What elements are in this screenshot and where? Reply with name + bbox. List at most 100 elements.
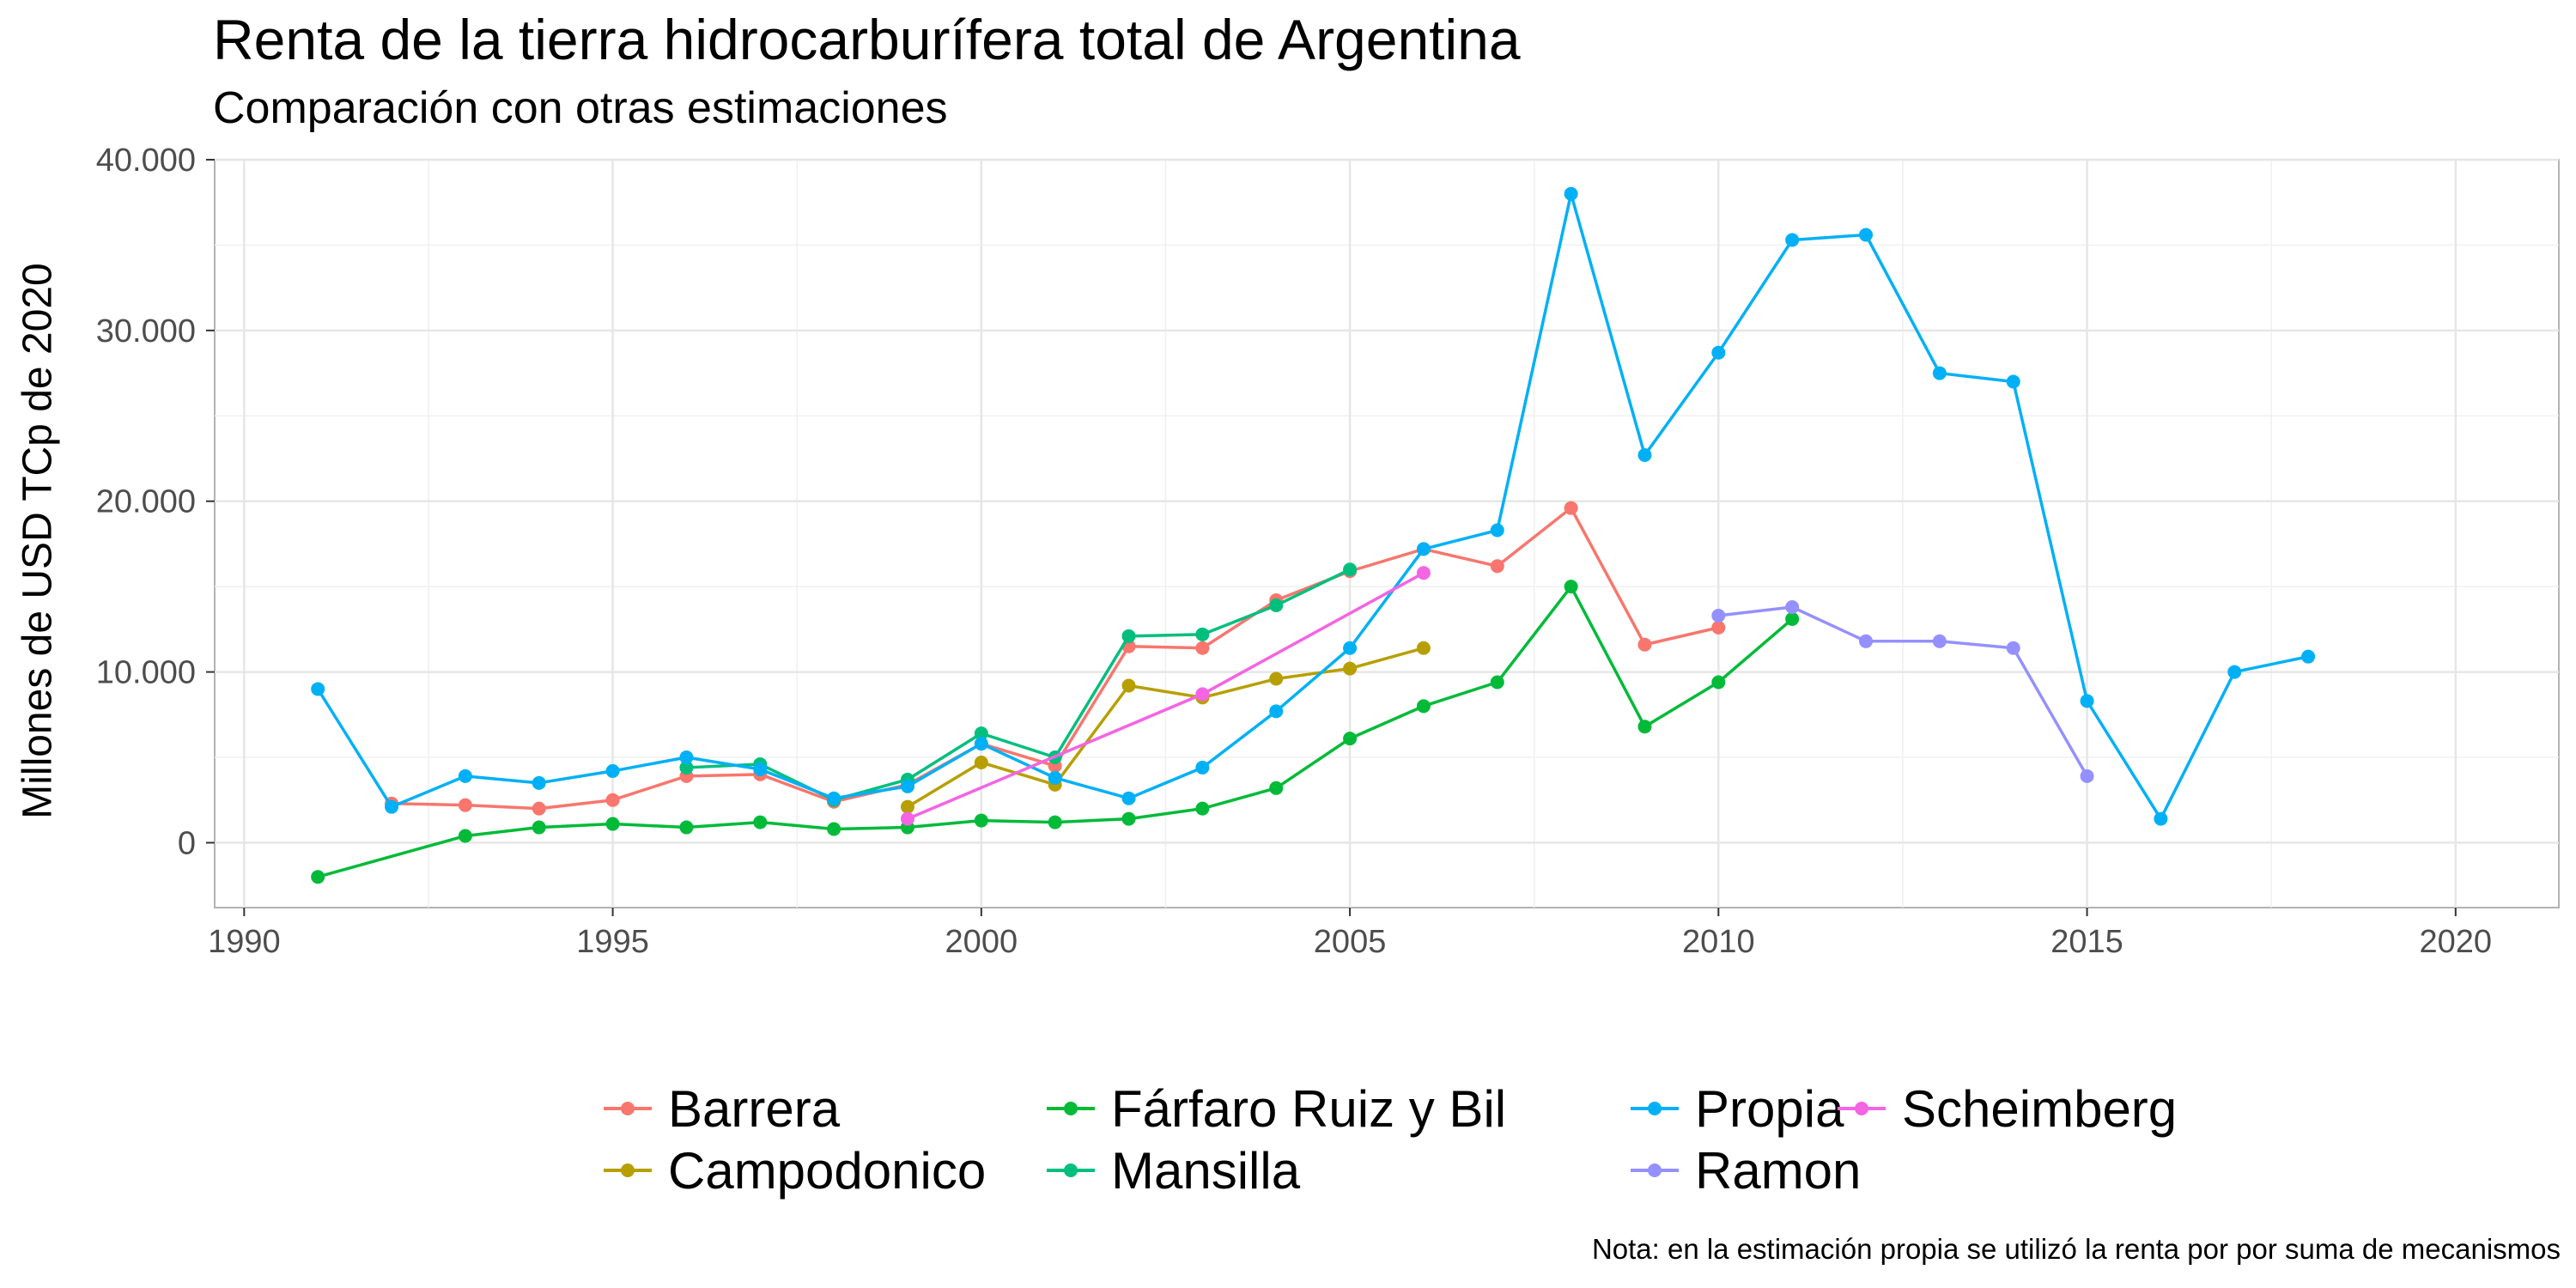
data-point-campodonico [1343,661,1358,676]
data-point-farfaro-ruiz-y-bil [1490,675,1504,690]
legend-item: Propia [1625,1078,1844,1139]
data-point-propia [1343,641,1358,655]
data-point-propia [753,762,768,776]
x-tick-label: 1995 [576,924,649,960]
legend-key [1041,1140,1101,1200]
data-point-mansilla [1343,562,1358,577]
caption-note: Nota: en la estimación propia se utilizó… [1591,1233,2561,1265]
data-point-barrera [1637,637,1652,652]
data-point-ramon [1932,634,1947,648]
legend-item: Campodonico [598,1140,986,1200]
data-point-propia [2080,694,2094,708]
data-point-barrera [1490,559,1504,574]
data-point-barrera [532,801,546,816]
legend-label: Mansilla [1111,1141,1301,1200]
data-point-farfaro-ruiz-y-bil [1343,732,1358,746]
data-point-scheimberg [1195,687,1210,702]
axes: 1990 1995 2000 2005 2010 2015 2020 0 10.000 20.00… [96,143,2492,960]
data-point-farfaro-ruiz-y-bil [532,820,546,835]
data-point-farfaro-ruiz-y-bil [1416,699,1431,714]
data-point-farfaro-ruiz-y-bil [1269,781,1284,795]
data-point-mansilla [974,726,988,741]
data-point-barrera [1711,620,1726,635]
data-point-farfaro-ruiz-y-bil [753,815,768,829]
data-point-mansilla [679,760,694,775]
data-point-propia [1048,770,1062,785]
data-point-propia [1859,228,1874,242]
data-point-propia [974,737,988,751]
series-ramon [1711,600,2094,783]
series-layer [311,186,2316,884]
legend-item: Mansilla [1041,1140,1300,1200]
legend-key [1625,1140,1685,1200]
data-point-farfaro-ruiz-y-bil [458,829,472,843]
data-point-barrera [1564,501,1578,515]
series-line-farfaro-ruiz-y-bil [316,585,1794,878]
data-point-barrera [1195,641,1210,655]
data-point-propia [2154,811,2168,826]
legend-item: Barrera [598,1078,840,1139]
data-point-farfaro-ruiz-y-bil [1121,811,1136,826]
data-point-ramon [1785,600,1800,615]
data-point-propia [311,682,325,696]
x-tick-label: 2015 [2050,924,2123,960]
legend-key [1625,1078,1685,1139]
data-point-propia [1564,186,1578,201]
data-point-ramon [2080,769,2094,783]
plot-border [214,159,2560,908]
data-point-scheimberg [1416,566,1431,580]
data-point-propia [2006,374,2020,389]
legend-label: Campodonico [668,1141,987,1200]
legend-item: Ramon [1625,1140,1861,1200]
legend-item: Fárfaro Ruiz y Bil [1041,1078,1506,1139]
data-point-propia [679,750,694,765]
data-point-ramon [1859,634,1874,648]
data-point-campodonico [900,799,914,814]
data-point-propia [385,799,399,814]
legend-item: Scheimberg [1832,1078,2177,1139]
x-tick-label: 2020 [2420,924,2493,960]
data-point-barrera [605,793,620,807]
series-line-mansilla [684,568,1352,802]
data-point-farfaro-ruiz-y-bil [974,813,988,828]
data-point-ramon [2006,641,2020,655]
grid [215,158,2559,908]
data-point-propia [1711,345,1726,360]
data-point-campodonico [974,755,988,769]
series-propia [311,186,2316,826]
legend-label: Barrera [668,1079,841,1138]
series-farfaro-ruiz-y-bil [311,580,1800,884]
data-point-propia [1121,791,1136,805]
data-point-propia [605,763,620,778]
data-point-propia [1416,542,1431,556]
y-tick-label: 40.000 [96,143,196,179]
data-point-farfaro-ruiz-y-bil [679,820,694,835]
legend-label: Propia [1695,1079,1844,1138]
data-point-propia [1785,233,1800,247]
legend-key [598,1140,658,1200]
data-point-farfaro-ruiz-y-bil [827,822,841,836]
chart-title: Renta de la tierra hidrocarburífera tota… [213,8,1521,71]
data-point-campodonico [1269,671,1284,686]
legend-key [598,1078,658,1139]
data-point-propia [1637,448,1652,463]
series-line-ramon [1716,605,2089,778]
data-point-propia [2227,665,2242,679]
series-scheimberg [900,566,1431,826]
legend-label: Ramon [1695,1141,1862,1200]
plot-panel [214,159,2560,908]
y-tick-label: 0 [178,825,196,861]
y-tick-label: 10.000 [96,655,196,691]
data-point-ramon [1711,608,1726,623]
legend-key [1041,1078,1101,1139]
data-point-farfaro-ruiz-y-bil [1048,815,1062,829]
legend-label: Fárfaro Ruiz y Bil [1111,1079,1507,1138]
data-point-mansilla [1195,627,1210,641]
data-point-farfaro-ruiz-y-bil [1195,801,1210,816]
data-point-barrera [458,798,472,812]
data-point-farfaro-ruiz-y-bil [311,870,325,884]
x-tick-label: 2000 [945,924,1018,960]
data-point-propia [458,769,472,783]
data-point-farfaro-ruiz-y-bil [1637,720,1652,734]
